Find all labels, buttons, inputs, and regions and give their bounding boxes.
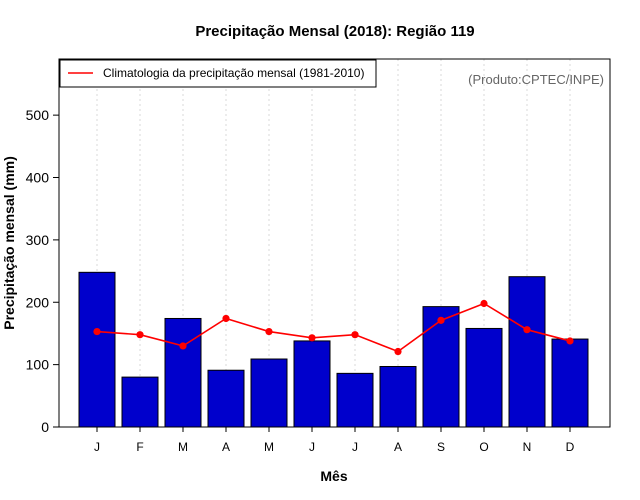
bar-2 — [164, 317, 202, 428]
x-tick-label-1: F — [136, 440, 143, 454]
x-tick-label-10: N — [523, 440, 532, 454]
plot-frame — [58, 58, 611, 428]
legend-box — [59, 59, 377, 88]
y-tick-label-2: 200 — [26, 294, 50, 310]
climatology-point-4 — [265, 327, 273, 336]
climatology-point-8 — [437, 316, 445, 324]
x-tick-label-3: A — [222, 440, 230, 454]
x-axis-label: Mês — [320, 468, 347, 484]
x-tick-label-7: A — [394, 440, 402, 454]
x-tick-label-4: M — [264, 440, 274, 454]
bar-7 — [379, 365, 417, 428]
bar-8 — [422, 306, 460, 428]
climatology-point-5 — [308, 334, 316, 342]
x-tick-label-8: S — [437, 440, 445, 454]
y-tick-label-0: 0 — [41, 419, 49, 435]
x-tick-label-9: O — [479, 440, 488, 454]
climatology-point-3 — [222, 314, 230, 323]
climatology-point-1 — [136, 331, 144, 339]
climatology-point-11 — [566, 337, 574, 345]
climatology-point-10 — [523, 326, 531, 334]
bar-0 — [78, 271, 116, 428]
legend-entry-climatology: Climatologia da precipitação mensal (198… — [103, 66, 364, 80]
x-tick-label-11: D — [566, 440, 575, 454]
y-tick-label-3: 300 — [26, 232, 50, 248]
climatology-series — [93, 299, 574, 356]
product-credit: (Produto:CPTEC/INPE) — [468, 72, 604, 87]
y-tick-label-4: 400 — [26, 170, 50, 186]
x-tick-label-0: J — [94, 440, 100, 454]
climatology-point-9 — [480, 299, 488, 308]
bar-11 — [551, 338, 589, 428]
x-tick-label-5: J — [309, 440, 315, 454]
bar-9 — [465, 327, 503, 428]
bar-6 — [336, 372, 374, 428]
x-tick-label-6: J — [352, 440, 358, 454]
bar-4 — [250, 358, 288, 428]
y-tick-label-1: 100 — [26, 357, 50, 373]
x-tick-label-2: M — [178, 440, 188, 454]
bar-series — [78, 271, 589, 428]
y-axis: 0 100 200 300 400 500 — [26, 107, 59, 435]
bar-10 — [508, 276, 546, 428]
y-axis-label: Precipitação mensal (mm) — [1, 156, 17, 330]
y-tick-label-5: 500 — [26, 107, 50, 123]
climatology-line — [96, 302, 571, 353]
climatology-point-6 — [351, 331, 359, 339]
climatology-point-7 — [394, 347, 402, 356]
bar-1 — [121, 376, 159, 428]
climatology-point-0 — [93, 327, 101, 336]
bar-3 — [207, 369, 245, 428]
legend: Climatologia da precipitação mensal (198… — [59, 59, 377, 88]
bar-5 — [293, 340, 331, 428]
chart-title: Precipitação Mensal (2018): Região 119 — [195, 23, 474, 40]
climatology-point-2 — [179, 342, 187, 350]
